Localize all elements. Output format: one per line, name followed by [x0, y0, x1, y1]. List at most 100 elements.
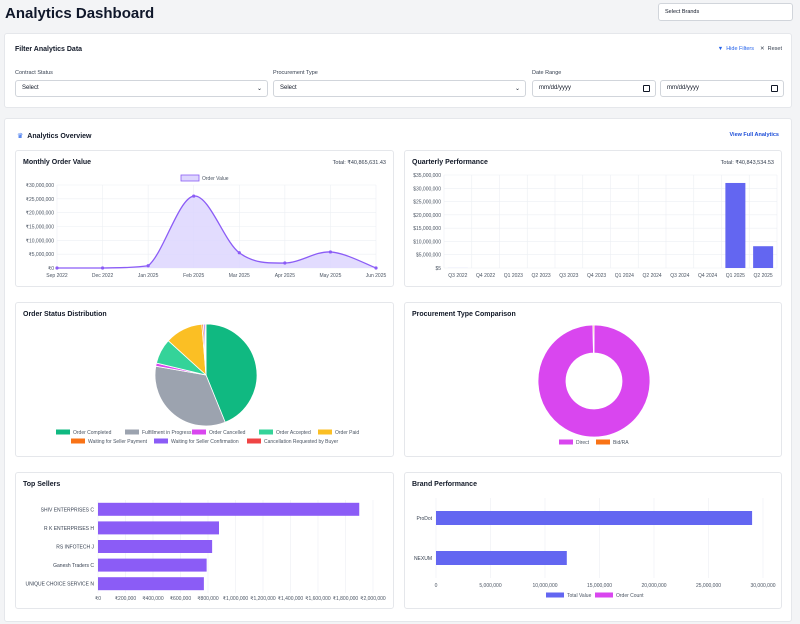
y-tick-label: ₹5,000,000 — [29, 252, 55, 258]
y-tick-label: ₹30,000,000 — [26, 183, 54, 189]
x-tick-label: Q2 2025 — [754, 273, 773, 279]
x-tick-label: ₹600,000 — [170, 596, 191, 602]
x-tick-label: May 2025 — [319, 273, 341, 279]
legend-label: Total Value — [567, 593, 592, 599]
bar — [725, 182, 746, 268]
x-tick-label: ₹0 — [95, 596, 101, 602]
donut-slice — [537, 324, 651, 438]
hide-filters-button[interactable]: ▼ Hide Filters — [718, 46, 754, 52]
y-tick-label: ₹0 — [48, 266, 54, 272]
x-tick-label: Q3 2022 — [448, 273, 467, 279]
x-tick-label: 15,000,000 — [587, 583, 612, 589]
y-tick-label: NEXUM — [414, 556, 432, 562]
contract-status-select[interactable]: Select ⌄ — [15, 80, 268, 97]
top-sellers-title: Top Sellers — [23, 481, 61, 488]
procurement-type-select[interactable]: Select ⌄ — [273, 80, 526, 97]
view-full-analytics-link[interactable]: View Full Analytics — [729, 132, 779, 138]
y-tick-label: R K ENTERPRISES H — [44, 526, 94, 532]
x-tick-label: ₹800,000 — [197, 596, 218, 602]
x-tick-label: Q2 2023 — [532, 273, 551, 279]
y-tick-label: SHIV ENTERPRISES C — [41, 507, 95, 513]
legend-swatch — [259, 429, 273, 435]
date-range-label: Date Range — [532, 70, 562, 76]
x-tick-label: ₹2,000,000 — [360, 596, 386, 602]
brand-title: Brand Performance — [412, 481, 477, 488]
y-tick-label: ₹25,000,000 — [26, 197, 54, 203]
top-sellers-chart: ₹0 ₹200,000 ₹400,000 ₹600,000 ₹800,000 ₹1,000… — [25, 500, 386, 602]
bar — [98, 502, 360, 516]
quarterly-card: Quarterly Performance Total: ₹40,843,534… — [404, 150, 782, 287]
procurement-type-label: Procurement Type — [273, 70, 318, 76]
x-tick-label: Feb 2025 — [183, 273, 204, 279]
x-tick-label: ₹200,000 — [115, 596, 136, 602]
date-from-value: mm/dd/yyyy — [539, 85, 572, 91]
filter-title: Filter Analytics Data — [15, 46, 83, 53]
y-tick-label: ₹15,000,000 — [26, 225, 54, 231]
hide-filters-label: Hide Filters — [726, 46, 755, 52]
contract-status-value: Select — [22, 85, 39, 91]
calendar-icon[interactable] — [771, 85, 778, 92]
top-sellers-card: Top Sellers ₹0 ₹200,000 ₹400,000 ₹600,000 ₹8… — [15, 472, 394, 609]
legend-swatch — [596, 439, 610, 445]
procurement-type-value: Select — [280, 85, 297, 91]
x-tick-label: ₹1,800,000 — [333, 596, 359, 602]
calendar-icon[interactable] — [643, 85, 650, 92]
data-point — [374, 266, 378, 270]
filter-icon: ▼ — [717, 46, 724, 52]
x-tick-label: ₹400,000 — [142, 596, 163, 602]
monthly-total: Total: ₹40,865,631.43 — [332, 160, 386, 166]
date-to-input[interactable]: mm/dd/yyyy — [660, 80, 784, 97]
order-status-chart: Order Completed Fulfillment in Progress Or… — [56, 323, 359, 445]
x-tick-label: Q3 2023 — [559, 273, 578, 279]
contract-status-label: Contract Status — [15, 70, 53, 76]
quarterly-title: Quarterly Performance — [412, 159, 488, 166]
x-tick-label: Apr 2025 — [275, 273, 296, 279]
y-tick-label: ₹10,000,000 — [26, 238, 54, 244]
y-tick-label: $20,000,000 — [413, 213, 441, 219]
legend-label: Order Value — [202, 176, 229, 182]
bar — [753, 246, 774, 268]
close-icon: ✕ — [760, 46, 765, 52]
x-tick-label: 30,000,000 — [750, 583, 775, 589]
bar — [436, 511, 753, 525]
bar — [98, 577, 204, 591]
quarterly-total: Total: ₹40,843,534.53 — [720, 160, 774, 166]
x-tick-label: Q4 2024 — [698, 273, 717, 279]
data-point — [100, 266, 105, 270]
legend-label: Waiting for Seller Confirmation — [171, 439, 239, 445]
overview-title-text: Analytics Overview — [27, 132, 92, 140]
legend-label: Order Cancelled — [209, 430, 246, 436]
reset-button[interactable]: ✕ Reset — [760, 46, 782, 52]
x-tick-label: ₹1,600,000 — [305, 596, 331, 602]
brand-select[interactable]: Select Brands — [658, 3, 793, 21]
pie-slice — [204, 323, 207, 376]
overview-title: ♛ Analytics Overview — [17, 132, 92, 141]
filter-actions: ▼ Hide Filters ✕ Reset — [718, 46, 782, 52]
bar — [98, 558, 207, 572]
legend-label: Cancellation Requested by Buyer — [264, 439, 339, 445]
brand-chart: 0 5,000,000 10,000,000 15,000,000 20,000,000… — [414, 498, 776, 599]
x-tick-label: Mar 2025 — [229, 273, 250, 279]
y-tick-label: $25,000,000 — [413, 200, 441, 206]
legend-swatch — [318, 429, 332, 435]
reset-label: Reset — [767, 46, 782, 52]
y-tick-label: $35,000,000 — [413, 173, 441, 179]
legend-swatch — [559, 439, 573, 445]
legend-swatch — [56, 429, 70, 435]
x-tick-label: Sep 2022 — [46, 273, 68, 279]
date-from-input[interactable]: mm/dd/yyyy — [532, 80, 656, 97]
filter-panel: Filter Analytics Data ▼ Hide Filters ✕ R… — [4, 33, 792, 108]
legend-label: Order Count — [616, 593, 644, 599]
legend-swatch — [546, 592, 564, 598]
x-tick-label: ₹1,200,000 — [250, 596, 276, 602]
y-tick-label: $5,000,000 — [416, 253, 441, 259]
legend-swatch — [595, 592, 613, 598]
legend-swatch — [247, 438, 261, 444]
data-point — [328, 250, 333, 254]
order-status-card: Order Status Distribution Order Complete… — [15, 302, 394, 457]
procurement-chart: Direct Bid/RA — [537, 324, 651, 446]
bar — [98, 521, 219, 535]
data-point — [283, 261, 287, 265]
x-tick-label: ₹1,400,000 — [278, 596, 304, 602]
x-tick-label: Q2 2024 — [643, 273, 662, 279]
